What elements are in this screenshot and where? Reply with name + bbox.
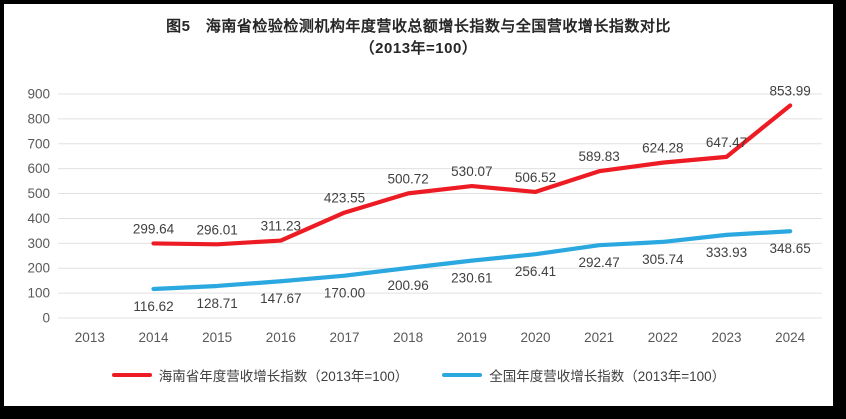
series-0-data-label: 500.72	[388, 171, 429, 186]
line-chart: 0 100 200 300 400 500 600 700 800 900 2013 2014 2015…	[27, 83, 822, 345]
series-1-data-label: 147.67	[260, 291, 301, 306]
series-0-data-label: 647.47	[706, 135, 747, 150]
national-series-swatch-icon	[442, 373, 483, 377]
chart-title: 图5 海南省检验检测机构年度营收总额增长指数与全国营收增长指数对比 （2013年…	[4, 16, 833, 60]
y-axis-tick-label: 100	[27, 286, 50, 301]
series-1-data-label: 170.00	[324, 286, 365, 301]
hainan-series-label: 海南省年度营收增长指数（2013年=100）	[158, 369, 409, 384]
y-axis-tick-label: 400	[27, 211, 50, 226]
y-axis-tick-label: 700	[27, 136, 50, 151]
series-0-data-label: 311.23	[261, 219, 301, 234]
x-axis-tick-label: 2019	[457, 330, 487, 345]
y-axis-tick-label: 300	[27, 236, 50, 251]
national-series-label: 全国年度营收增长指数（2013年=100）	[489, 369, 726, 384]
y-axis-tick-label: 0	[42, 311, 50, 326]
chart-title-line2: （2013年=100）	[359, 40, 478, 57]
series-1-data-label: 200.96	[388, 278, 429, 293]
y-axis-tick-label: 500	[27, 186, 50, 201]
series-1-data-label: 230.61	[451, 271, 492, 286]
x-axis-labels: 2013 2014 2015 2016 2017 2018 2019 2020 2021 2022…	[75, 330, 806, 345]
series-0-group: 299.64 296.01 311.23 423.55 500.72 530.07 506.…	[133, 83, 811, 247]
series-0-data-label: 299.64	[133, 221, 175, 236]
series-1-group: 116.62 128.71 147.67 170.00 200.96 230.61 256.…	[133, 229, 811, 314]
series-0-data-label: 530.07	[451, 164, 492, 179]
series-1-data-label: 256.41	[515, 264, 556, 279]
series-1-data-label: 292.47	[579, 255, 620, 270]
x-axis-tick-label: 2013	[75, 330, 105, 345]
x-axis-tick-label: 2023	[711, 330, 741, 345]
x-axis-tick-label: 2024	[775, 330, 806, 345]
x-axis-tick-label: 2016	[266, 330, 296, 345]
series-1-data-label: 116.62	[133, 299, 173, 314]
series-1-data-label: 305.74	[642, 252, 684, 267]
series-1-data-label: 128.71	[197, 296, 238, 311]
x-axis-tick-label: 2017	[329, 330, 359, 345]
x-axis-tick-label: 2014	[138, 330, 169, 345]
x-axis-tick-label: 2021	[584, 330, 614, 345]
chart-title-line1: 图5 海南省检验检测机构年度营收总额增长指数与全国营收增长指数对比	[166, 18, 671, 35]
chart-legend: 海南省年度营收增长指数（2013年=100） 全国年度营收增长指数（2013年=…	[4, 365, 833, 385]
x-axis-tick-label: 2022	[648, 330, 678, 345]
series-0-data-label: 296.01	[197, 222, 238, 237]
series-0-data-label: 853.99	[770, 83, 811, 98]
series-0-data-label: 506.52	[515, 170, 556, 185]
y-axis-tick-label: 600	[27, 161, 50, 176]
x-axis-tick-label: 2018	[393, 330, 423, 345]
y-axis-tick-label: 800	[27, 111, 50, 126]
series-0-data-label: 423.55	[324, 191, 365, 206]
hainan-series-swatch-icon	[111, 373, 152, 377]
series-0-data-label: 589.83	[579, 149, 620, 164]
series-0-line	[151, 103, 793, 247]
legend-item-national: 全国年度营收增长指数（2013年=100）	[442, 365, 725, 385]
series-1-line	[151, 229, 793, 292]
series-0-data-label: 624.28	[642, 141, 683, 156]
legend-item-hainan: 海南省年度营收增长指数（2013年=100）	[111, 365, 409, 385]
plot-area-container: 0 100 200 300 400 500 600 700 800 900 2013 2014 2015…	[4, 62, 833, 361]
y-gridlines: 0 100 200 300 400 500 600 700 800 900	[27, 87, 822, 326]
x-axis-tick-label: 2020	[520, 330, 550, 345]
y-axis-tick-label: 200	[27, 261, 50, 276]
x-axis-tick-label: 2015	[202, 330, 232, 345]
y-axis-tick-label: 900	[27, 87, 50, 102]
series-1-data-label: 348.65	[770, 241, 811, 256]
series-1-data-label: 333.93	[706, 245, 747, 260]
